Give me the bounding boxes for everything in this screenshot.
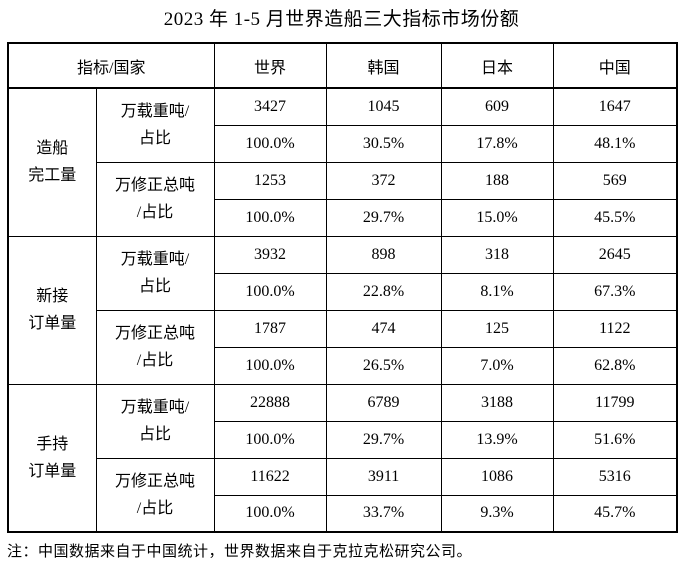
share-cell: 100.0% — [213, 272, 327, 311]
country-header-korea: 韩国 — [325, 42, 442, 89]
share-cell: 9.3% — [440, 494, 554, 533]
share-cell: 48.1% — [552, 124, 678, 163]
share-cell: 67.3% — [552, 272, 678, 311]
country-header-world: 世界 — [213, 42, 327, 89]
table-row: 100.0% 29.7% 15.0% 45.5% — [8, 198, 678, 237]
share-cell: 45.7% — [552, 494, 678, 533]
metric-label-dwt: 万载重吨/ 占比 — [95, 383, 215, 459]
value-cell: 188 — [440, 161, 554, 200]
value-cell: 3911 — [325, 457, 442, 496]
table-row: 万修正总吨 /占比 11622 3911 1086 5316 — [8, 457, 678, 533]
value-cell: 1253 — [213, 161, 327, 200]
table-row: 万修正总吨 /占比 1253 372 188 569 — [8, 161, 678, 237]
share-cell: 100.0% — [213, 346, 327, 385]
table-row: 手持 订单量 万载重吨/ 占比 22888 6789 3188 11799 — [7, 383, 678, 533]
source-footnote: 注：中国数据来自于中国统计，世界数据来自于克拉克松研究公司。 — [7, 544, 473, 560]
corner-header-cell: 指标/国家 — [7, 42, 215, 89]
value-cell: 1045 — [325, 87, 442, 126]
metric-label-dwt: 万载重吨/ 占比 — [95, 235, 215, 311]
metric-label-dwt: 万载重吨/ 占比 — [95, 87, 215, 163]
share-cell: 100.0% — [213, 420, 327, 459]
value-cell: 372 — [325, 161, 442, 200]
share-cell: 15.0% — [440, 198, 554, 237]
share-cell: 26.5% — [325, 346, 442, 385]
table-row: 100.0% 22.8% 8.1% 67.3% — [8, 272, 678, 311]
table-header-row: 指标/国家 世界 韩国 日本 中国 — [7, 42, 678, 89]
value-cell: 1787 — [213, 309, 327, 348]
share-cell: 30.5% — [325, 124, 442, 163]
table-row: 100.0% 33.7% 9.3% 45.7% — [8, 494, 678, 533]
table-row: 造船 完工量 万载重吨/ 占比 3427 1045 609 1647 — [7, 87, 678, 237]
metric-label-cgt: 万修正总吨 /占比 — [95, 457, 215, 533]
share-cell: 45.5% — [552, 198, 678, 237]
page-title: 2023 年 1-5 月世界造船三大指标市场份额 — [163, 9, 520, 30]
value-cell: 1086 — [440, 457, 554, 496]
country-header-china: 中国 — [552, 42, 678, 89]
value-cell: 11799 — [552, 383, 678, 422]
share-cell: 29.7% — [325, 420, 442, 459]
value-cell: 22888 — [213, 383, 327, 422]
table-row: 新接 订单量 万载重吨/ 占比 3932 898 318 2645 — [7, 235, 678, 385]
group-label-new-orders: 新接 订单量 — [7, 235, 97, 385]
share-cell: 22.8% — [325, 272, 442, 311]
value-cell: 609 — [440, 87, 554, 126]
share-cell: 100.0% — [213, 124, 327, 163]
value-cell: 898 — [325, 235, 442, 274]
value-cell: 125 — [440, 309, 554, 348]
value-cell: 474 — [325, 309, 442, 348]
value-cell: 11622 — [213, 457, 327, 496]
share-cell: 100.0% — [213, 198, 327, 237]
value-cell: 1122 — [552, 309, 678, 348]
table-row: 100.0% 26.5% 7.0% 62.8% — [8, 346, 678, 385]
value-cell: 3932 — [213, 235, 327, 274]
share-cell: 62.8% — [552, 346, 678, 385]
share-cell: 33.7% — [325, 494, 442, 533]
share-cell: 51.6% — [552, 420, 678, 459]
share-cell: 8.1% — [440, 272, 554, 311]
value-cell: 2645 — [552, 235, 678, 274]
share-cell: 29.7% — [325, 198, 442, 237]
value-cell: 3427 — [213, 87, 327, 126]
value-cell: 3188 — [440, 383, 554, 422]
share-cell: 100.0% — [213, 494, 327, 533]
share-cell: 13.9% — [440, 420, 554, 459]
group-label-backlog: 手持 订单量 — [7, 383, 97, 533]
share-cell: 7.0% — [440, 346, 554, 385]
table-row: 100.0% 29.7% 13.9% 51.6% — [8, 420, 678, 459]
metric-label-cgt: 万修正总吨 /占比 — [95, 161, 215, 237]
table-row: 100.0% 30.5% 17.8% 48.1% — [8, 124, 678, 163]
share-cell: 17.8% — [440, 124, 554, 163]
country-header-japan: 日本 — [440, 42, 554, 89]
metric-label-cgt: 万修正总吨 /占比 — [95, 309, 215, 385]
value-cell: 5316 — [552, 457, 678, 496]
value-cell: 6789 — [325, 383, 442, 422]
table-row: 万修正总吨 /占比 1787 474 125 1122 — [8, 309, 678, 385]
value-cell: 1647 — [552, 87, 678, 126]
market-share-table: 指标/国家 世界 韩国 日本 中国 造船 完工量 万载重吨/ 占比 3427 1… — [7, 42, 679, 533]
value-cell: 569 — [552, 161, 678, 200]
group-label-completions: 造船 完工量 — [7, 87, 97, 237]
value-cell: 318 — [440, 235, 554, 274]
